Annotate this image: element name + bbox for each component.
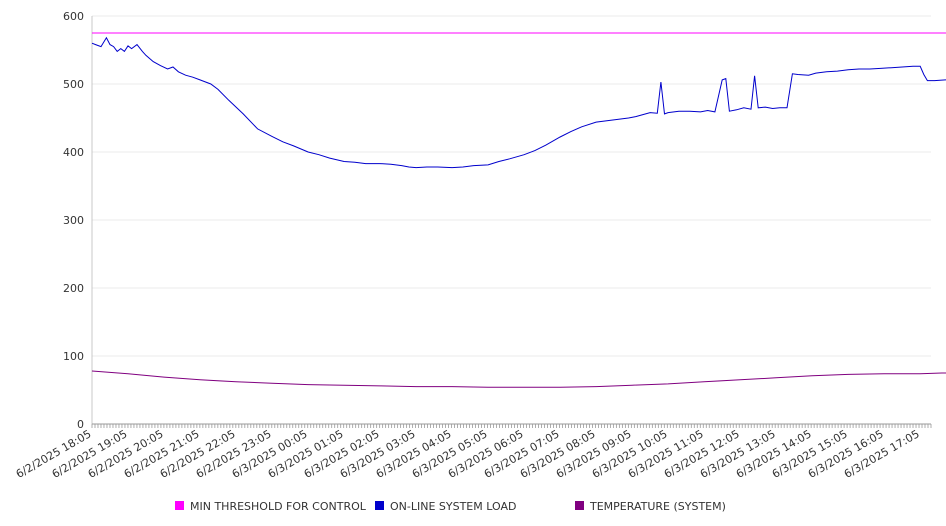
y-axis-ticks: 0 100 200 300 400 500 600 [63, 10, 84, 431]
y-tick-label: 400 [63, 146, 84, 159]
series-line-2 [91, 370, 946, 388]
y-tick-label: 300 [63, 214, 84, 227]
y-tick-label: 600 [63, 10, 84, 23]
legend-label: MIN THRESHOLD FOR CONTROL [190, 500, 367, 513]
y-tick-label: 0 [77, 418, 84, 431]
legend-label: ON-LINE SYSTEM LOAD [390, 500, 516, 513]
y-tick-label: 500 [63, 78, 84, 91]
legend: MIN THRESHOLD FOR CONTROL ON-LINE SYSTEM … [175, 500, 726, 513]
axes [91, 16, 932, 428]
series-line-1 [91, 36, 946, 169]
y-tick-label: 200 [63, 282, 84, 295]
legend-swatch [375, 501, 384, 510]
gridlines [92, 15, 931, 357]
series-lines [91, 32, 946, 388]
legend-label: TEMPERATURE (SYSTEM) [589, 500, 726, 513]
legend-swatch [175, 501, 184, 510]
x-axis-ticks: 6/2/2025 18:056/2/2025 19:056/2/2025 20:… [14, 427, 922, 481]
legend-swatch [575, 501, 584, 510]
y-tick-label: 100 [63, 350, 84, 363]
